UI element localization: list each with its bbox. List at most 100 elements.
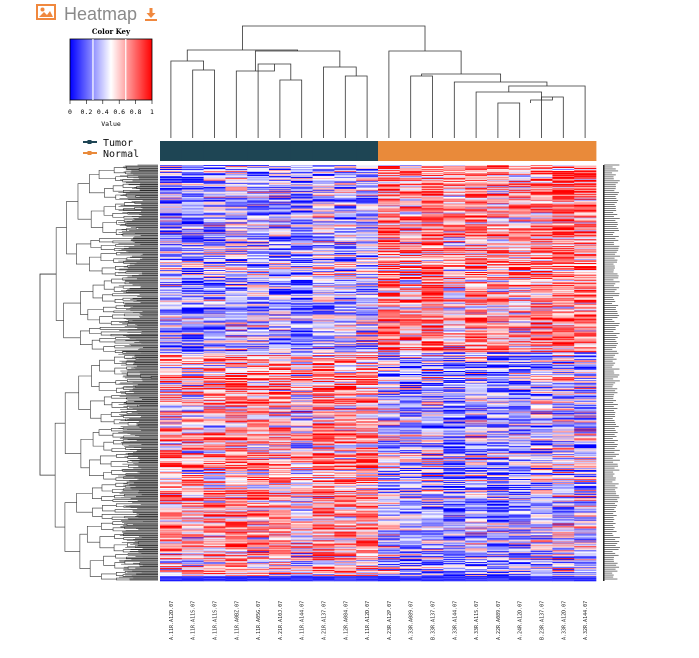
- heatmap-cell: [290, 303, 313, 305]
- heatmap-cell: [181, 293, 204, 296]
- heatmap-cell: [552, 349, 575, 351]
- heatmap-cell: [399, 257, 422, 259]
- heatmap-cell: [552, 268, 575, 270]
- heatmap-cell: [421, 383, 444, 386]
- heatmap-cell: [247, 328, 270, 330]
- heatmap-cell: [356, 175, 379, 178]
- heatmap-cell: [443, 307, 466, 309]
- heatmap-cell: [203, 240, 226, 242]
- heatmap-cell: [443, 234, 466, 236]
- heatmap-cell: [290, 190, 313, 193]
- heatmap-cell: [160, 246, 183, 248]
- heatmap-cell: [356, 294, 379, 297]
- heatmap-cell: [487, 231, 510, 233]
- heatmap-cell: [487, 218, 510, 220]
- heatmap-cell: [312, 255, 335, 257]
- heatmap-cell: [378, 338, 401, 340]
- heatmap-cell: [225, 210, 248, 212]
- heatmap-cell: [181, 301, 204, 303]
- heatmap-cell: [356, 327, 379, 329]
- heatmap-cell: [160, 182, 183, 185]
- heatmap-cell: [356, 179, 379, 182]
- heatmap-cell: [290, 398, 313, 401]
- heatmap-cell: [465, 363, 488, 365]
- heatmap-cell: [181, 275, 204, 278]
- heatmap-cell: [399, 341, 422, 343]
- heatmap-cell: [487, 268, 510, 270]
- heatmap-cell: [443, 264, 466, 266]
- heatmap-cell: [378, 333, 401, 335]
- heatmap-cell: [552, 214, 575, 216]
- heatmap-cell: [508, 260, 531, 262]
- heatmap-cell: [290, 260, 313, 262]
- heatmap-cell: [508, 251, 531, 253]
- heatmap-cell: [399, 380, 422, 383]
- heatmap-cell: [530, 218, 553, 220]
- heatmap-cell: [334, 395, 357, 398]
- heatmap-cell: [443, 402, 466, 404]
- heatmap-cell: [356, 186, 379, 189]
- heatmap-cell: [508, 322, 531, 324]
- heatmap-cell: [334, 311, 357, 313]
- heatmap-cell: [160, 336, 183, 338]
- heatmap-cell: [247, 365, 270, 367]
- heatmap-cell: [356, 392, 379, 395]
- heatmap-cell: [356, 165, 379, 168]
- heatmap-cell: [181, 359, 204, 361]
- heatmap-cell: [203, 217, 226, 219]
- heatmap-cell: [399, 236, 422, 238]
- heatmap-cell: [508, 391, 531, 394]
- heatmap-cell: [160, 273, 183, 276]
- heatmap-cell: [334, 346, 357, 348]
- heatmap-cell: [552, 260, 575, 262]
- heatmap-cell: [378, 307, 401, 309]
- heatmap-cell: [421, 393, 444, 396]
- heatmap-cell: [225, 332, 248, 334]
- heatmap-cell: [399, 193, 422, 196]
- heatmap-cell: [465, 264, 488, 266]
- heatmap-cell: [247, 291, 270, 294]
- heatmap-cell: [421, 178, 444, 181]
- heatmap-cell: [356, 291, 379, 294]
- heatmap-cell: [203, 358, 226, 360]
- heatmap-cell: [399, 213, 422, 215]
- heatmap-cell: [269, 232, 292, 234]
- heatmap-cell: [203, 391, 226, 394]
- heatmap-cell: [225, 374, 248, 377]
- download-icon[interactable]: [145, 7, 158, 21]
- heatmap-cell: [443, 207, 466, 209]
- heatmap-cell: [334, 358, 357, 360]
- heatmap-cell: [530, 219, 553, 221]
- heatmap-cell: [378, 181, 401, 184]
- heatmap-cell: [334, 170, 357, 173]
- heatmap-cell: [508, 278, 531, 281]
- heatmap-cell: [487, 280, 510, 283]
- heatmap-cell: [247, 170, 270, 173]
- key-tick-label: 0.8: [130, 108, 142, 116]
- heatmap-cell: [378, 301, 401, 303]
- heatmap-cell: [181, 256, 204, 258]
- heatmap-cell: [508, 384, 531, 387]
- heatmap-cell: [225, 187, 248, 190]
- heatmap-cell: [203, 233, 226, 235]
- heatmap-cell: [225, 295, 248, 298]
- heatmap-cell: [378, 344, 401, 346]
- heatmap-cell: [334, 270, 357, 273]
- heatmap-cell: [225, 244, 248, 246]
- heatmap-cell: [203, 393, 226, 396]
- heatmap-cell: [378, 366, 401, 368]
- heatmap-cell: [225, 310, 248, 312]
- heatmap-cell: [443, 370, 466, 372]
- heatmap-cell: [203, 177, 226, 180]
- heatmap-cell: [356, 311, 379, 313]
- heatmap-cell: [443, 364, 466, 366]
- heatmap-cell: [421, 260, 444, 262]
- heatmap-cell: [574, 172, 597, 175]
- heatmap-cell: [356, 283, 379, 286]
- heatmap-cell: [378, 172, 401, 175]
- heatmap-cell: [181, 386, 204, 389]
- heatmap-cell: [203, 341, 226, 343]
- heatmap-cell: [290, 180, 313, 183]
- heatmap-cell: [487, 176, 510, 179]
- heatmap-cell: [269, 180, 292, 183]
